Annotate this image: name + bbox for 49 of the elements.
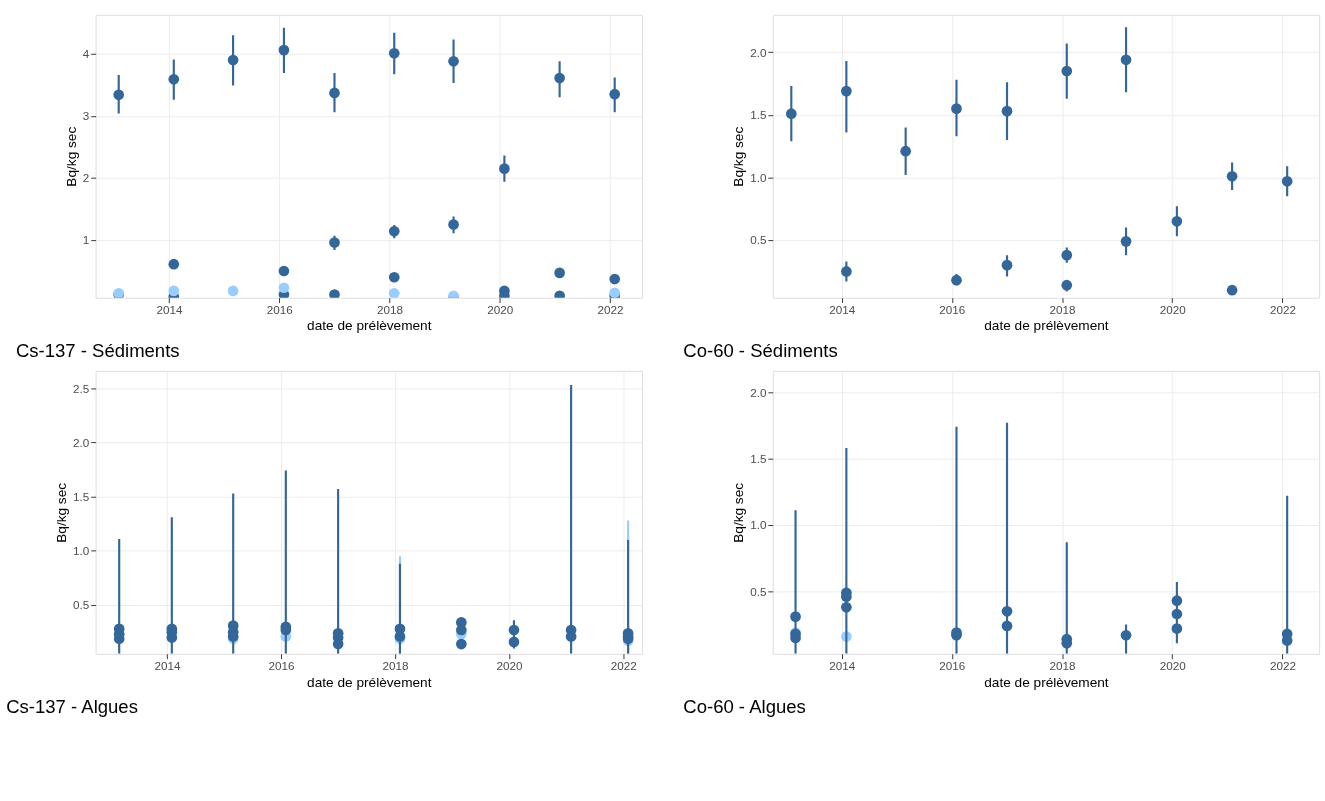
y-tick-label: 1.5 <box>750 108 767 122</box>
x-tick-label: 2014 <box>829 302 856 316</box>
x-tick-label: 2020 <box>1159 658 1187 672</box>
x-tick-label: 2022 <box>597 302 624 316</box>
x-axis-title: date de prélèvement <box>307 674 432 690</box>
x-tick-label: 2022 <box>1269 302 1296 316</box>
x-tick-label: 2016 <box>939 658 966 672</box>
y-tick-label: 1 <box>82 233 90 247</box>
x-tick-label: 2014 <box>829 658 856 672</box>
x-tick-label: 2020 <box>1159 302 1187 316</box>
x-tick-label: 2020 <box>487 302 514 316</box>
x-tick-label: 2018 <box>1049 302 1076 316</box>
y-tick-label: 2.0 <box>73 435 90 449</box>
y-tick-label: 1.5 <box>750 451 767 465</box>
y-tick-label: 1.0 <box>750 170 767 184</box>
y-axis-title: Bq/kg sec <box>731 126 747 187</box>
x-tick-label: 2022 <box>1269 658 1296 672</box>
x-axis-title: date de prélèvement <box>984 674 1109 690</box>
x-tick-label: 2018 <box>1049 658 1076 672</box>
y-tick-label: 2.0 <box>750 45 767 59</box>
y-tick-label: 0.5 <box>750 584 767 598</box>
x-tick-label: 2022 <box>610 658 637 672</box>
x-tick-label: 2020 <box>496 658 524 672</box>
text: Cs-137 - Sédiments <box>15 340 180 362</box>
x-tick-label: 2016 <box>268 658 295 672</box>
y-tick-label: 2.0 <box>750 385 767 399</box>
y-axis-title: Bq/kg sec <box>54 482 70 543</box>
y-tick-label: 2 <box>82 171 90 185</box>
y-axis-title: Bq/kg sec <box>731 482 747 543</box>
x-tick-label: 2014 <box>156 302 184 316</box>
y-tick-label: 1.0 <box>73 544 90 558</box>
text: Co-60 - Sédiments <box>683 340 838 362</box>
y-tick-label: 1.5 <box>73 490 90 504</box>
y-tick-label: 1.0 <box>750 518 767 532</box>
y-tick-label: 3 <box>82 109 90 123</box>
y-tick-label: 0.5 <box>73 598 90 612</box>
x-axis-title: date de prélèvement <box>307 318 432 334</box>
y-tick-label: 2.5 <box>73 381 90 395</box>
x-tick-label: 2014 <box>154 658 181 672</box>
text: Cs-137 - Algues <box>6 696 138 718</box>
y-tick-label: 0.5 <box>750 233 767 247</box>
y-tick-label: 4 <box>82 47 90 61</box>
x-axis-title: date de prélèvement <box>984 318 1109 334</box>
x-tick-label: 2016 <box>939 302 966 316</box>
text: Co-60 - Algues <box>683 696 806 718</box>
x-tick-label: 2018 <box>377 302 404 316</box>
y-axis-title: Bq/kg sec <box>63 126 79 187</box>
x-tick-label: 2018 <box>382 658 409 672</box>
x-tick-label: 2016 <box>266 302 293 316</box>
